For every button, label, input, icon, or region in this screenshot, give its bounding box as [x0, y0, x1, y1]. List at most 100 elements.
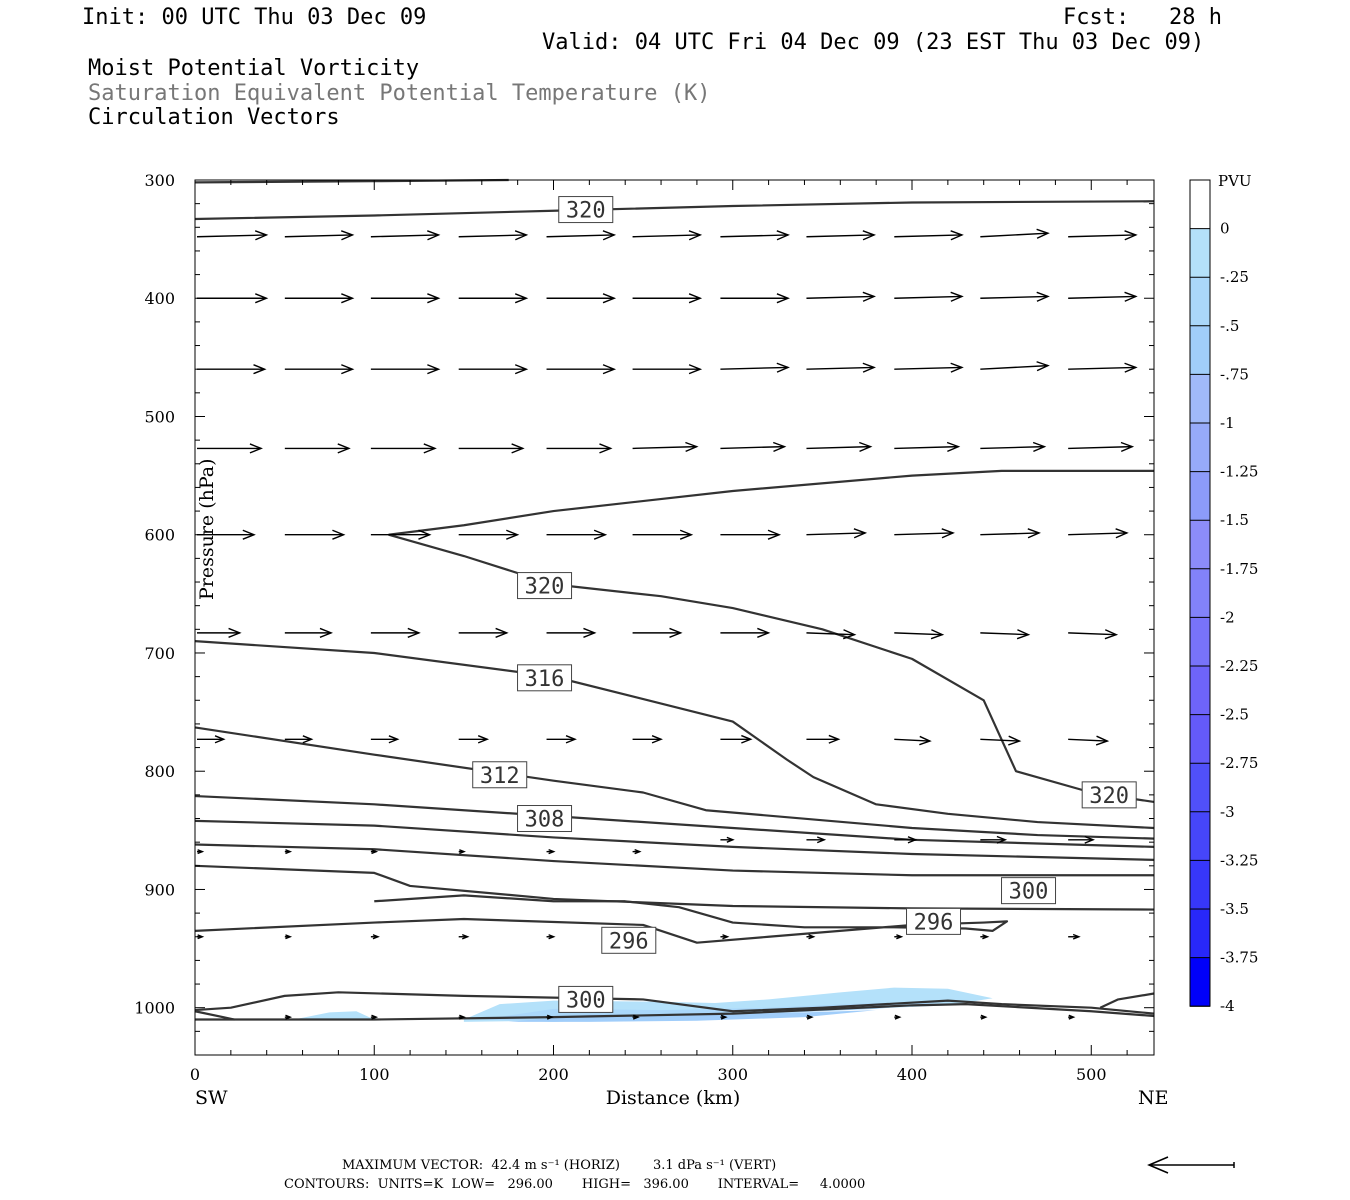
- colorbar-label: -3.75: [1220, 949, 1258, 967]
- vector-head: [996, 835, 1008, 844]
- vector-head: [372, 934, 380, 940]
- theta-contour-320-2: [388, 469, 1154, 536]
- circulation-vector: [197, 849, 205, 855]
- circulation-vector: [806, 934, 816, 940]
- colorbar-swatch: [1190, 860, 1210, 909]
- circulation-vector: [458, 1014, 466, 1020]
- circulation-vector: [894, 629, 945, 640]
- circulation-vector: [894, 230, 964, 241]
- circulation-vector: [370, 293, 441, 304]
- colorbar-swatch: [1190, 617, 1210, 666]
- circulation-vector: [720, 1014, 728, 1020]
- circulation-vector: [546, 364, 617, 375]
- contour-label-box: [558, 196, 614, 224]
- circulation-vector-layer: [196, 228, 1138, 1020]
- contour-label-320: 320: [517, 572, 573, 600]
- circulation-vector: [806, 230, 876, 241]
- circulation-vector: [980, 835, 1008, 844]
- vector-head: [1124, 291, 1138, 302]
- vector-head: [919, 735, 932, 746]
- vector-shaft: [894, 632, 943, 636]
- y-tick-label: 300: [144, 171, 175, 190]
- colorbar-swatch: [1190, 811, 1210, 861]
- valid-time-label: Valid: 04 UTC Fri 04 Dec 09 (23 EST Thu …: [542, 30, 1205, 55]
- contour-label-box: [517, 572, 573, 600]
- reference-vector-arrow: [1147, 1156, 1235, 1174]
- theta-contour-unlabeled-8: [194, 843, 1154, 877]
- vector-shaft: [980, 532, 1040, 536]
- vector-head: [1016, 629, 1031, 640]
- circulation-vector: [370, 230, 441, 241]
- vector-shaft: [980, 232, 1049, 238]
- circulation-vector: [1068, 835, 1095, 844]
- circulation-vector: [1068, 629, 1119, 640]
- vector-head: [776, 293, 790, 304]
- circulation-vector: [632, 848, 642, 855]
- vector-shaft: [546, 234, 615, 238]
- colorbar-swatch: [1190, 763, 1210, 812]
- vector-head: [341, 293, 355, 304]
- vector-head: [896, 934, 904, 940]
- vector-head: [982, 934, 990, 940]
- circulation-vector: [197, 293, 269, 304]
- circulation-vector: [458, 933, 470, 940]
- colorbar-swatch: [1190, 423, 1210, 472]
- vector-shaft: [458, 234, 527, 238]
- circulation-vector: [546, 735, 577, 744]
- colorbar-swatch: [1190, 374, 1210, 423]
- vector-shaft: [196, 234, 267, 238]
- vector-head: [776, 362, 790, 373]
- circulation-vector: [370, 1014, 379, 1020]
- vector-head: [632, 1014, 640, 1020]
- theta-contour-296-10: [194, 894, 1009, 944]
- vector-shaft: [1068, 366, 1136, 370]
- circulation-vector: [284, 293, 355, 304]
- vector-head: [859, 441, 873, 453]
- vector-head: [776, 230, 790, 241]
- vector-head: [1068, 1014, 1076, 1020]
- vector-shaft: [1068, 738, 1108, 742]
- circulation-vector: [980, 228, 1050, 239]
- field-title-vectors: Circulation Vectors: [88, 105, 340, 130]
- circulation-vector: [546, 529, 608, 540]
- colorbar-label: 0: [1220, 220, 1230, 238]
- vector-head: [767, 529, 782, 540]
- vector-shaft: [1068, 632, 1117, 636]
- vector-shaft: [980, 445, 1045, 450]
- circulation-vector: [546, 293, 617, 304]
- vector-head: [340, 230, 355, 241]
- vector-head: [599, 443, 613, 454]
- colorbar-label: -1.75: [1220, 560, 1258, 578]
- vector-head: [685, 441, 699, 453]
- circulation-vector: [284, 849, 293, 855]
- colorbar-label: -1.5: [1220, 511, 1249, 529]
- vector-head: [418, 529, 432, 540]
- vector-head: [1036, 361, 1050, 372]
- circulation-vector: [894, 362, 964, 373]
- vector-head: [461, 933, 470, 940]
- axes-layer: 300 400 500 600 700 800 900 1000 0 100 200 300 400 50…: [134, 171, 1154, 1084]
- colorbar-swatch: [1190, 714, 1210, 764]
- vector-head: [1036, 228, 1050, 239]
- vector-head: [1072, 933, 1081, 940]
- colorbar-swatch: [1190, 325, 1210, 375]
- vector-head: [862, 291, 876, 302]
- circulation-vector: [546, 1014, 554, 1020]
- vector-head: [1008, 735, 1022, 746]
- circulation-vector: [894, 934, 904, 940]
- vector-head: [688, 364, 703, 375]
- vector-shaft: [806, 632, 855, 636]
- circulation-vector: [632, 230, 703, 241]
- y-tick-label: 800: [144, 762, 175, 781]
- vector-head: [319, 627, 334, 638]
- vector-head: [806, 1014, 814, 1020]
- circulation-vector: [1068, 528, 1129, 539]
- vector-shaft: [720, 234, 789, 238]
- y-tick-label: 1000: [134, 999, 175, 1018]
- theta-contour-308-6: [194, 794, 1155, 848]
- vector-head: [242, 529, 256, 540]
- contour-label-box: [472, 761, 528, 789]
- vector-head: [980, 1014, 988, 1020]
- vector-head: [341, 364, 355, 375]
- contour-label-300: 300: [558, 985, 614, 1013]
